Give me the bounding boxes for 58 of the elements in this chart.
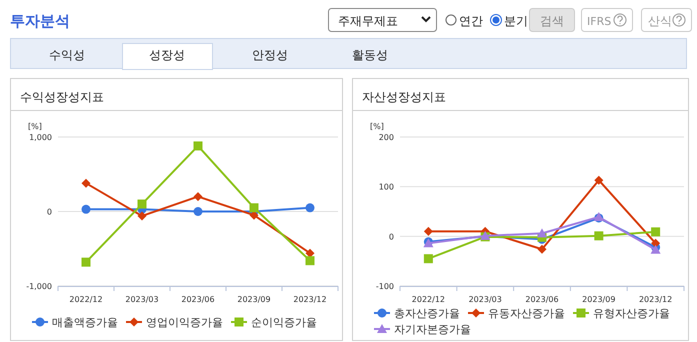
- point: [651, 227, 660, 236]
- point: [82, 178, 90, 188]
- point: [194, 192, 202, 202]
- point: [194, 207, 202, 216]
- x-tick-label: 2023/12: [293, 295, 327, 304]
- x-tick-label: 2023/03: [125, 295, 159, 304]
- point: [194, 141, 202, 150]
- x-tick-label: 2023/09: [582, 295, 616, 304]
- text: 안정성: [252, 48, 288, 62]
- point: [82, 258, 90, 267]
- legend-label: 영업이익증가율: [146, 316, 223, 329]
- y-tick-label: 1,000: [29, 133, 52, 142]
- chart-title: 자산성장성지표: [362, 90, 446, 104]
- point: [82, 204, 90, 214]
- chart-title: 수익성장성지표: [20, 90, 104, 104]
- x-tick-label: 2022/12: [69, 295, 103, 304]
- text: 연간: [459, 14, 483, 28]
- legend-label: 순이익증가율: [251, 316, 317, 329]
- text: 성장성: [149, 48, 185, 62]
- x-tick-label: 2023/09: [237, 295, 271, 304]
- legend-label: 유형자산증가율: [593, 307, 670, 320]
- point: [306, 256, 314, 266]
- x-tick-label: 2023/06: [181, 295, 215, 304]
- point: [306, 203, 314, 212]
- text: 활동성: [352, 48, 388, 62]
- point: [594, 176, 604, 185]
- x-tick-label: 2023/12: [638, 295, 672, 304]
- point: [538, 244, 546, 254]
- point: [594, 231, 604, 240]
- y-tick-label: 0: [388, 232, 394, 242]
- point: [250, 203, 258, 212]
- y-axis-title: [%]: [28, 122, 42, 131]
- legend-label: 자기자본증가율: [394, 323, 471, 336]
- y-tick-label: -100: [376, 282, 394, 291]
- point: [537, 228, 547, 238]
- y-tick-label: 100: [378, 182, 394, 192]
- legend-label: 총자산증가율: [394, 307, 460, 320]
- text: 산식: [648, 14, 672, 28]
- point: [424, 254, 433, 264]
- legend-label: 유동자산증가율: [488, 307, 565, 320]
- dropdown-field: 주재무제표: [328, 8, 437, 32]
- legend-label: 매출액증가율: [52, 316, 118, 329]
- x-tick-label: 2022/12: [412, 295, 446, 304]
- y-tick-label: 200: [378, 133, 394, 142]
- y-tick-label: -1,000: [26, 282, 52, 291]
- text: 분기: [504, 14, 528, 28]
- text: IFRS: [587, 15, 612, 28]
- text: 검색: [540, 14, 564, 28]
- text: 투자분석: [10, 12, 70, 30]
- x-tick-label: 2023/03: [468, 295, 502, 304]
- y-axis-title: [%]: [370, 122, 384, 131]
- text: 수익성: [49, 48, 85, 62]
- point: [138, 211, 146, 220]
- point: [424, 226, 433, 236]
- y-tick-label: 0: [46, 208, 52, 216]
- point: [651, 238, 660, 248]
- point: [138, 200, 146, 209]
- x-tick-label: 2023/06: [525, 295, 559, 304]
